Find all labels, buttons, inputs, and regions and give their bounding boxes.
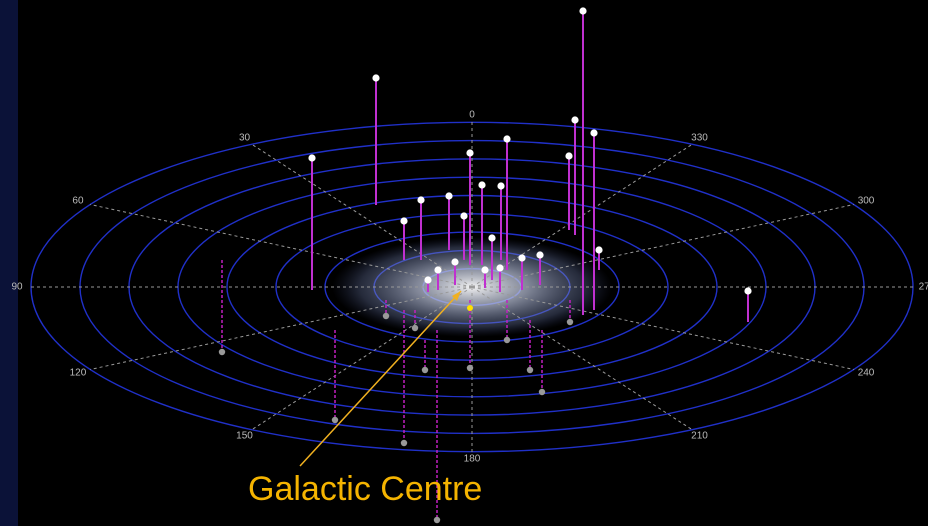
object-below [218, 348, 226, 356]
angle-label: 120 [70, 368, 87, 379]
object-above [579, 7, 587, 15]
angle-label: 90 [11, 282, 23, 293]
object-above [424, 276, 432, 284]
object-below [503, 336, 511, 344]
object-above [571, 116, 579, 124]
angle-label: 180 [464, 454, 481, 465]
angle-label: 300 [858, 196, 875, 207]
angle-label: 30 [239, 133, 251, 144]
angle-label: 210 [691, 431, 708, 442]
object-above [451, 258, 459, 266]
object-above [466, 149, 474, 157]
object-above [417, 196, 425, 204]
object-below [382, 312, 390, 320]
object-above [518, 254, 526, 262]
spoke [251, 143, 473, 288]
object-above [481, 266, 489, 274]
object-above [565, 152, 573, 160]
object-below [331, 416, 339, 424]
angle-label: 240 [858, 368, 875, 379]
object-above [536, 251, 544, 259]
angle-label: 330 [691, 133, 708, 144]
arrow [299, 290, 462, 467]
angle-label: 150 [236, 431, 253, 442]
angle-label: 270 [919, 282, 928, 293]
angle-label: 60 [72, 196, 84, 207]
object-above [744, 287, 752, 295]
spoke [471, 286, 855, 370]
object-above [372, 74, 380, 82]
object-above [497, 182, 505, 190]
object-above [496, 264, 504, 272]
object-below [466, 364, 474, 372]
object-above [590, 129, 598, 137]
spoke [89, 286, 473, 370]
object-above [595, 246, 603, 254]
spoke [471, 286, 693, 431]
arrow-head [452, 291, 461, 301]
object-below [566, 318, 574, 326]
spokes: 0 30 60 90 120 150 180 210 240 270 300 330 [11, 110, 928, 465]
object-above [478, 181, 486, 189]
object-below [411, 324, 419, 332]
object-above [503, 135, 511, 143]
object-above [460, 212, 468, 220]
spoke [251, 286, 473, 431]
object-below [421, 366, 429, 374]
object-below [433, 516, 441, 524]
object-above [434, 266, 442, 274]
object-above [445, 192, 453, 200]
spoke [471, 204, 855, 288]
spoke [471, 143, 693, 288]
object-below [400, 439, 408, 447]
object-above [400, 217, 408, 225]
objects [218, 7, 752, 524]
object-above [308, 154, 316, 162]
object-below [538, 388, 546, 396]
angle-label: 0 [469, 110, 475, 121]
object-above [488, 234, 496, 242]
object-below [526, 366, 534, 374]
annotation: Galactic Centre [248, 470, 482, 508]
spoke [89, 204, 473, 288]
sun [467, 305, 473, 311]
